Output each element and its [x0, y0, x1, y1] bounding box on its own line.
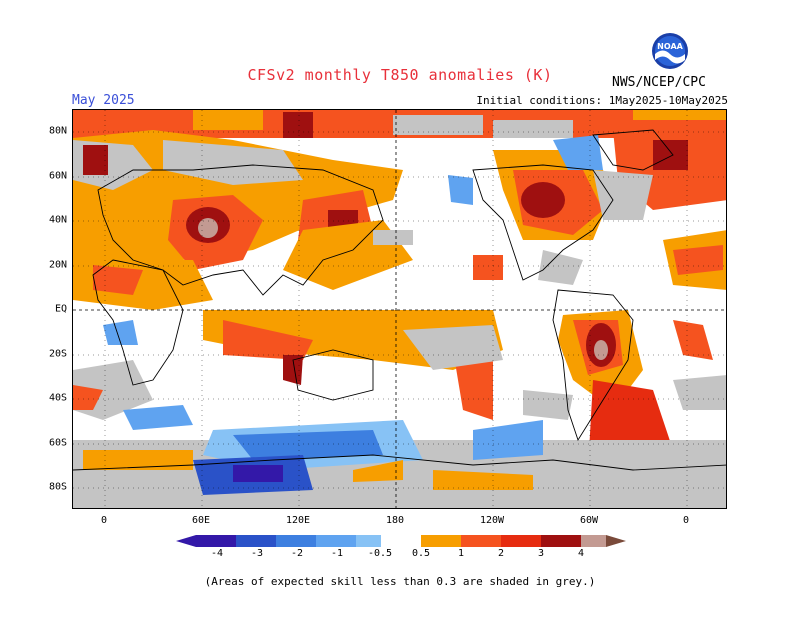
lon-label-0: 0	[100, 515, 108, 526]
lon-label-60e: 60E	[191, 515, 211, 526]
lon-label-0-east: 0	[682, 515, 690, 526]
noaa-logo-icon: NOAA	[652, 33, 688, 69]
lon-label-180: 180	[385, 515, 405, 526]
lon-label-120e: 120E	[285, 515, 311, 526]
forecast-month: May 2025	[72, 93, 135, 108]
lat-label-20s: 20S	[48, 348, 67, 360]
lat-label-eq: EQ	[54, 303, 67, 315]
colorbar-label: -0.5	[367, 548, 393, 559]
lon-label-120w: 120W	[479, 515, 505, 526]
svg-text:NOAA: NOAA	[657, 42, 683, 51]
colorbar-label: -4	[210, 548, 224, 559]
colorbar-label: 4	[577, 548, 585, 559]
lat-label-20n: 20N	[48, 259, 67, 271]
lat-label-60s: 60S	[48, 437, 67, 449]
map-title: CFSv2 monthly T850 anomalies (K)	[247, 66, 553, 84]
colorbar-label: 3	[537, 548, 545, 559]
lon-label-60w: 60W	[579, 515, 599, 526]
lat-label-80s: 80S	[48, 481, 67, 493]
lat-label-40n: 40N	[48, 214, 67, 226]
agency-label: NWS/NCEP/CPC	[612, 75, 706, 90]
skill-note: (Areas of expected skill less than 0.3 a…	[204, 575, 596, 588]
colorbar-label: -1	[330, 548, 344, 559]
colorbar-label: -3	[250, 548, 264, 559]
colorbar	[176, 535, 626, 547]
colorbar-label: 0.5	[411, 548, 431, 559]
colorbar-label: -2	[290, 548, 304, 559]
colorbar-label: 1	[457, 548, 465, 559]
lat-label-60n: 60N	[48, 170, 67, 182]
anomaly-map	[72, 109, 727, 509]
initial-conditions: Initial conditions: 1May2025-10May2025	[476, 94, 728, 107]
lat-label-80n: 80N	[48, 125, 67, 137]
anomaly-map-svg	[73, 110, 726, 508]
colorbar-label: 2	[497, 548, 505, 559]
lat-label-40s: 40S	[48, 392, 67, 404]
